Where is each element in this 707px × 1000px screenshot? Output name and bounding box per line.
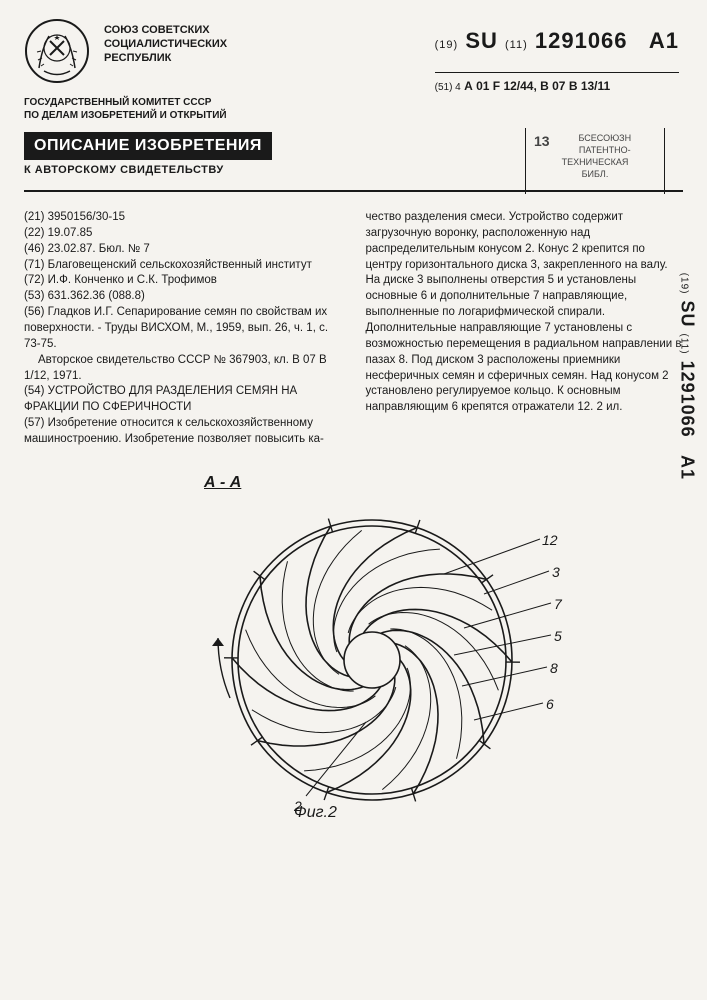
field-54: (54) УСТРОЙСТВО ДЛЯ РАЗДЕЛЕНИЯ СЕМЯН НА …: [24, 384, 342, 416]
committee-name: ГОСУДАРСТВЕННЫЙ КОМИТЕТ СССР ПО ДЕЛАМ ИЗ…: [24, 96, 683, 122]
field-72: (72) И.Ф. Конченко и С.К. Трофимов: [24, 273, 342, 289]
abstract-text: чество разделения смеси. Устройство соде…: [366, 210, 684, 416]
field-22: (22) 19.07.85: [24, 226, 342, 242]
field-57: (57) Изобретение относится к сельскохозя…: [24, 416, 342, 448]
right-column: чество разделения смеси. Устройство соде…: [366, 210, 684, 448]
doc-code-main: (19) SU (11) 1291066 A1: [435, 28, 679, 54]
field-56: (56) Гладков И.Г. Сепарирование семян по…: [24, 305, 342, 353]
figure-label-6: 6: [546, 696, 554, 712]
document-code-block: (19) SU (11) 1291066 A1 (51) 4 А 01 F 12…: [435, 28, 679, 93]
figure-label-12: 12: [542, 532, 558, 548]
side-doc-code: (19) SU (11) 1291066 A1: [676, 273, 697, 480]
figure-caption: Фиг.2: [294, 804, 337, 822]
ussr-emblem: [24, 18, 90, 84]
field-53: (53) 631.362.36 (088.8): [24, 289, 342, 305]
doc-title: ОПИСАНИЕ ИЗОБРЕТЕНИЯ: [24, 132, 272, 160]
figure-2: А - А 12375862 Фиг.2: [24, 470, 683, 830]
library-stamp: 13 БСЕСОЮЗН ПАТЕНТНО- ТЕХНИЧЕСКАЯ БИБЛ.: [525, 128, 665, 194]
field-21: (21) 3950156/30-15: [24, 210, 342, 226]
field-46: (46) 23.02.87. Бюл. № 7: [24, 242, 342, 258]
figure-label-5: 5: [554, 628, 562, 644]
spiral-diagram: [144, 490, 584, 820]
org-title: СОЮЗ СОВЕТСКИХ СОЦИАЛИСТИЧЕСКИХ РЕСПУБЛИ…: [104, 18, 227, 65]
ipc-codes: (51) 4 А 01 F 12/44, В 07 В 13/11: [435, 72, 679, 93]
figure-label-3: 3: [552, 564, 560, 580]
field-71: (71) Благовещенский сельскохозяйственный…: [24, 258, 342, 274]
figure-label-8: 8: [550, 660, 558, 676]
left-column: (21) 3950156/30-15 (22) 19.07.85 (46) 23…: [24, 210, 342, 448]
field-56b: Авторское свидетельство СССР № 367903, к…: [24, 353, 342, 385]
figure-label-7: 7: [554, 596, 562, 612]
